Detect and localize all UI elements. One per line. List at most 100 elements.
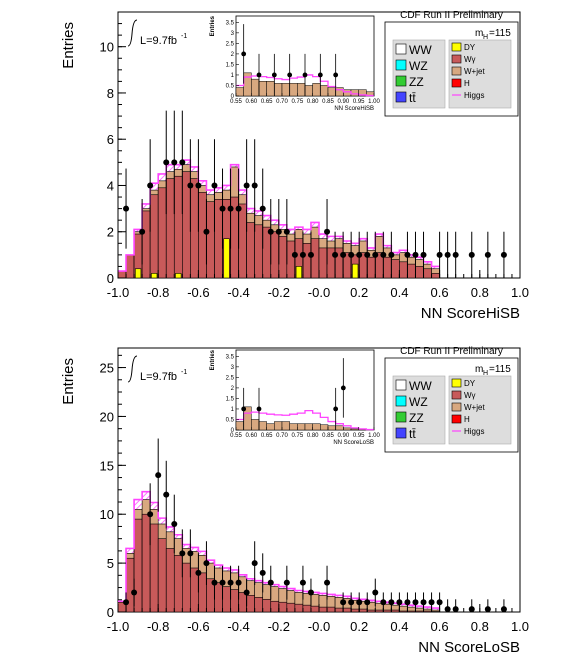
data-point [235, 205, 242, 212]
inset-bar [297, 423, 306, 431]
data-point [227, 205, 234, 212]
y-tick-label: 20 [100, 409, 114, 424]
y-tick-label: 0 [107, 605, 114, 620]
data-point [396, 599, 403, 606]
inset-x-tick-label: 0.90 [337, 433, 349, 439]
higgs-band-bar [134, 229, 143, 232]
higgs-band-bar [335, 236, 344, 239]
wgamma-bar [125, 254, 135, 279]
experiment-label: CDF Run II Preliminary [400, 10, 503, 21]
data-point [372, 251, 379, 258]
inset-x-tick-label: 0.60 [245, 99, 257, 105]
lumi-superscript: -1 [181, 369, 187, 376]
inset-x-tick-label: 1.00 [368, 433, 380, 439]
wgamma-bar [318, 247, 328, 279]
x-tick-label: -0.4 [227, 619, 249, 634]
inset-y-tick-label: 3.5 [226, 354, 235, 360]
higgs-band-bar [262, 582, 271, 585]
higgs-band-bar [222, 185, 231, 191]
higgs-band-bar [294, 590, 303, 593]
data-point [243, 589, 250, 596]
data-point [155, 472, 162, 479]
dy-bar [151, 273, 158, 279]
data-point [203, 228, 210, 235]
higgs-band-bar [367, 600, 376, 603]
wgamma-bar [407, 610, 416, 613]
higgs-band-bar [174, 534, 183, 539]
legend-swatch [395, 427, 407, 439]
legend-label: Higgs [464, 427, 484, 436]
data-point [307, 589, 314, 596]
inset-x-tick-label: 0.90 [337, 99, 349, 105]
higgs-band-bar [134, 499, 143, 510]
x-tick-label: -0.0 [308, 285, 330, 300]
data-point [307, 251, 314, 258]
higgs-band-bar [383, 602, 392, 605]
legend-label: H [464, 415, 470, 424]
higgs-band-bar [327, 594, 336, 597]
higgs-band-bar [399, 250, 408, 253]
data-point [372, 589, 379, 596]
higgs-band-bar [278, 586, 287, 589]
mass-subscript: H [483, 370, 488, 377]
inset-bar [235, 87, 244, 97]
higgs-band-bar [359, 238, 368, 241]
data-point [340, 251, 347, 258]
inset-bar [289, 83, 298, 97]
data-point [364, 251, 371, 258]
legend-label: tt̄ [409, 91, 416, 105]
wgamma-bar [358, 608, 368, 613]
lumi-label: L=9.7fb [140, 371, 177, 383]
legend-swatch [395, 59, 407, 71]
wgamma-bar [149, 194, 159, 279]
wgamma-bar [198, 572, 207, 613]
data-point [340, 599, 347, 606]
inset-bar [258, 81, 267, 97]
legend-label: WW [409, 43, 432, 57]
x-tick-label: -0.4 [227, 285, 249, 300]
y-tick-label: 15 [100, 458, 114, 473]
higgs-band-bar [214, 565, 223, 568]
inset-y-label: Entries [210, 349, 216, 370]
data-point [195, 569, 202, 576]
x-tick-label: -0.0 [308, 619, 330, 634]
inset-x-tick-label: 0.75 [291, 99, 303, 105]
wgamma-bar [415, 610, 424, 613]
x-tick-label: 0.4 [390, 619, 408, 634]
dy-bar [352, 263, 359, 279]
x-tick-label: 0.2 [350, 285, 368, 300]
data-point [267, 228, 274, 235]
inset-plot: 0.55 0.60 0.65 0.70 0.75 0.80 0.85 0.90 0.95 1.00… [210, 349, 380, 446]
higgs-band-bar [198, 551, 207, 556]
legend-label: DY [464, 379, 476, 388]
data-point [147, 182, 154, 189]
higgs-band-bar [166, 164, 175, 172]
data-point [412, 599, 419, 606]
inset-x-tick-label: 0.55 [230, 99, 242, 105]
wgamma-bar [423, 610, 432, 613]
mass-label: m [475, 28, 483, 39]
data-point [179, 550, 186, 557]
wgamma-bar [254, 224, 264, 279]
inset-y-tick-label: 0 [231, 428, 235, 434]
higgs-band-bar [359, 599, 368, 602]
data-point [299, 251, 306, 258]
inset-data-point [241, 51, 247, 57]
data-point [219, 579, 226, 586]
higgs-band-bar [158, 173, 167, 181]
legend-swatch [395, 379, 407, 391]
mass-label: m [475, 364, 483, 375]
x-tick-label: -0.8 [147, 285, 169, 300]
x-tick-label: -0.2 [268, 619, 290, 634]
data-point [219, 205, 226, 212]
higgs-band-bar [431, 608, 440, 611]
x-tick-label: -0.6 [187, 285, 209, 300]
higgs-band-bar [198, 180, 207, 186]
legend-swatch [395, 75, 407, 87]
data-point [123, 599, 130, 606]
higgs-band-bar [246, 208, 255, 214]
inset-y-tick-label: 1.5 [226, 62, 235, 68]
wgamma-bar [423, 268, 432, 279]
data-point [436, 599, 443, 606]
higgs-band-bar [327, 236, 336, 241]
